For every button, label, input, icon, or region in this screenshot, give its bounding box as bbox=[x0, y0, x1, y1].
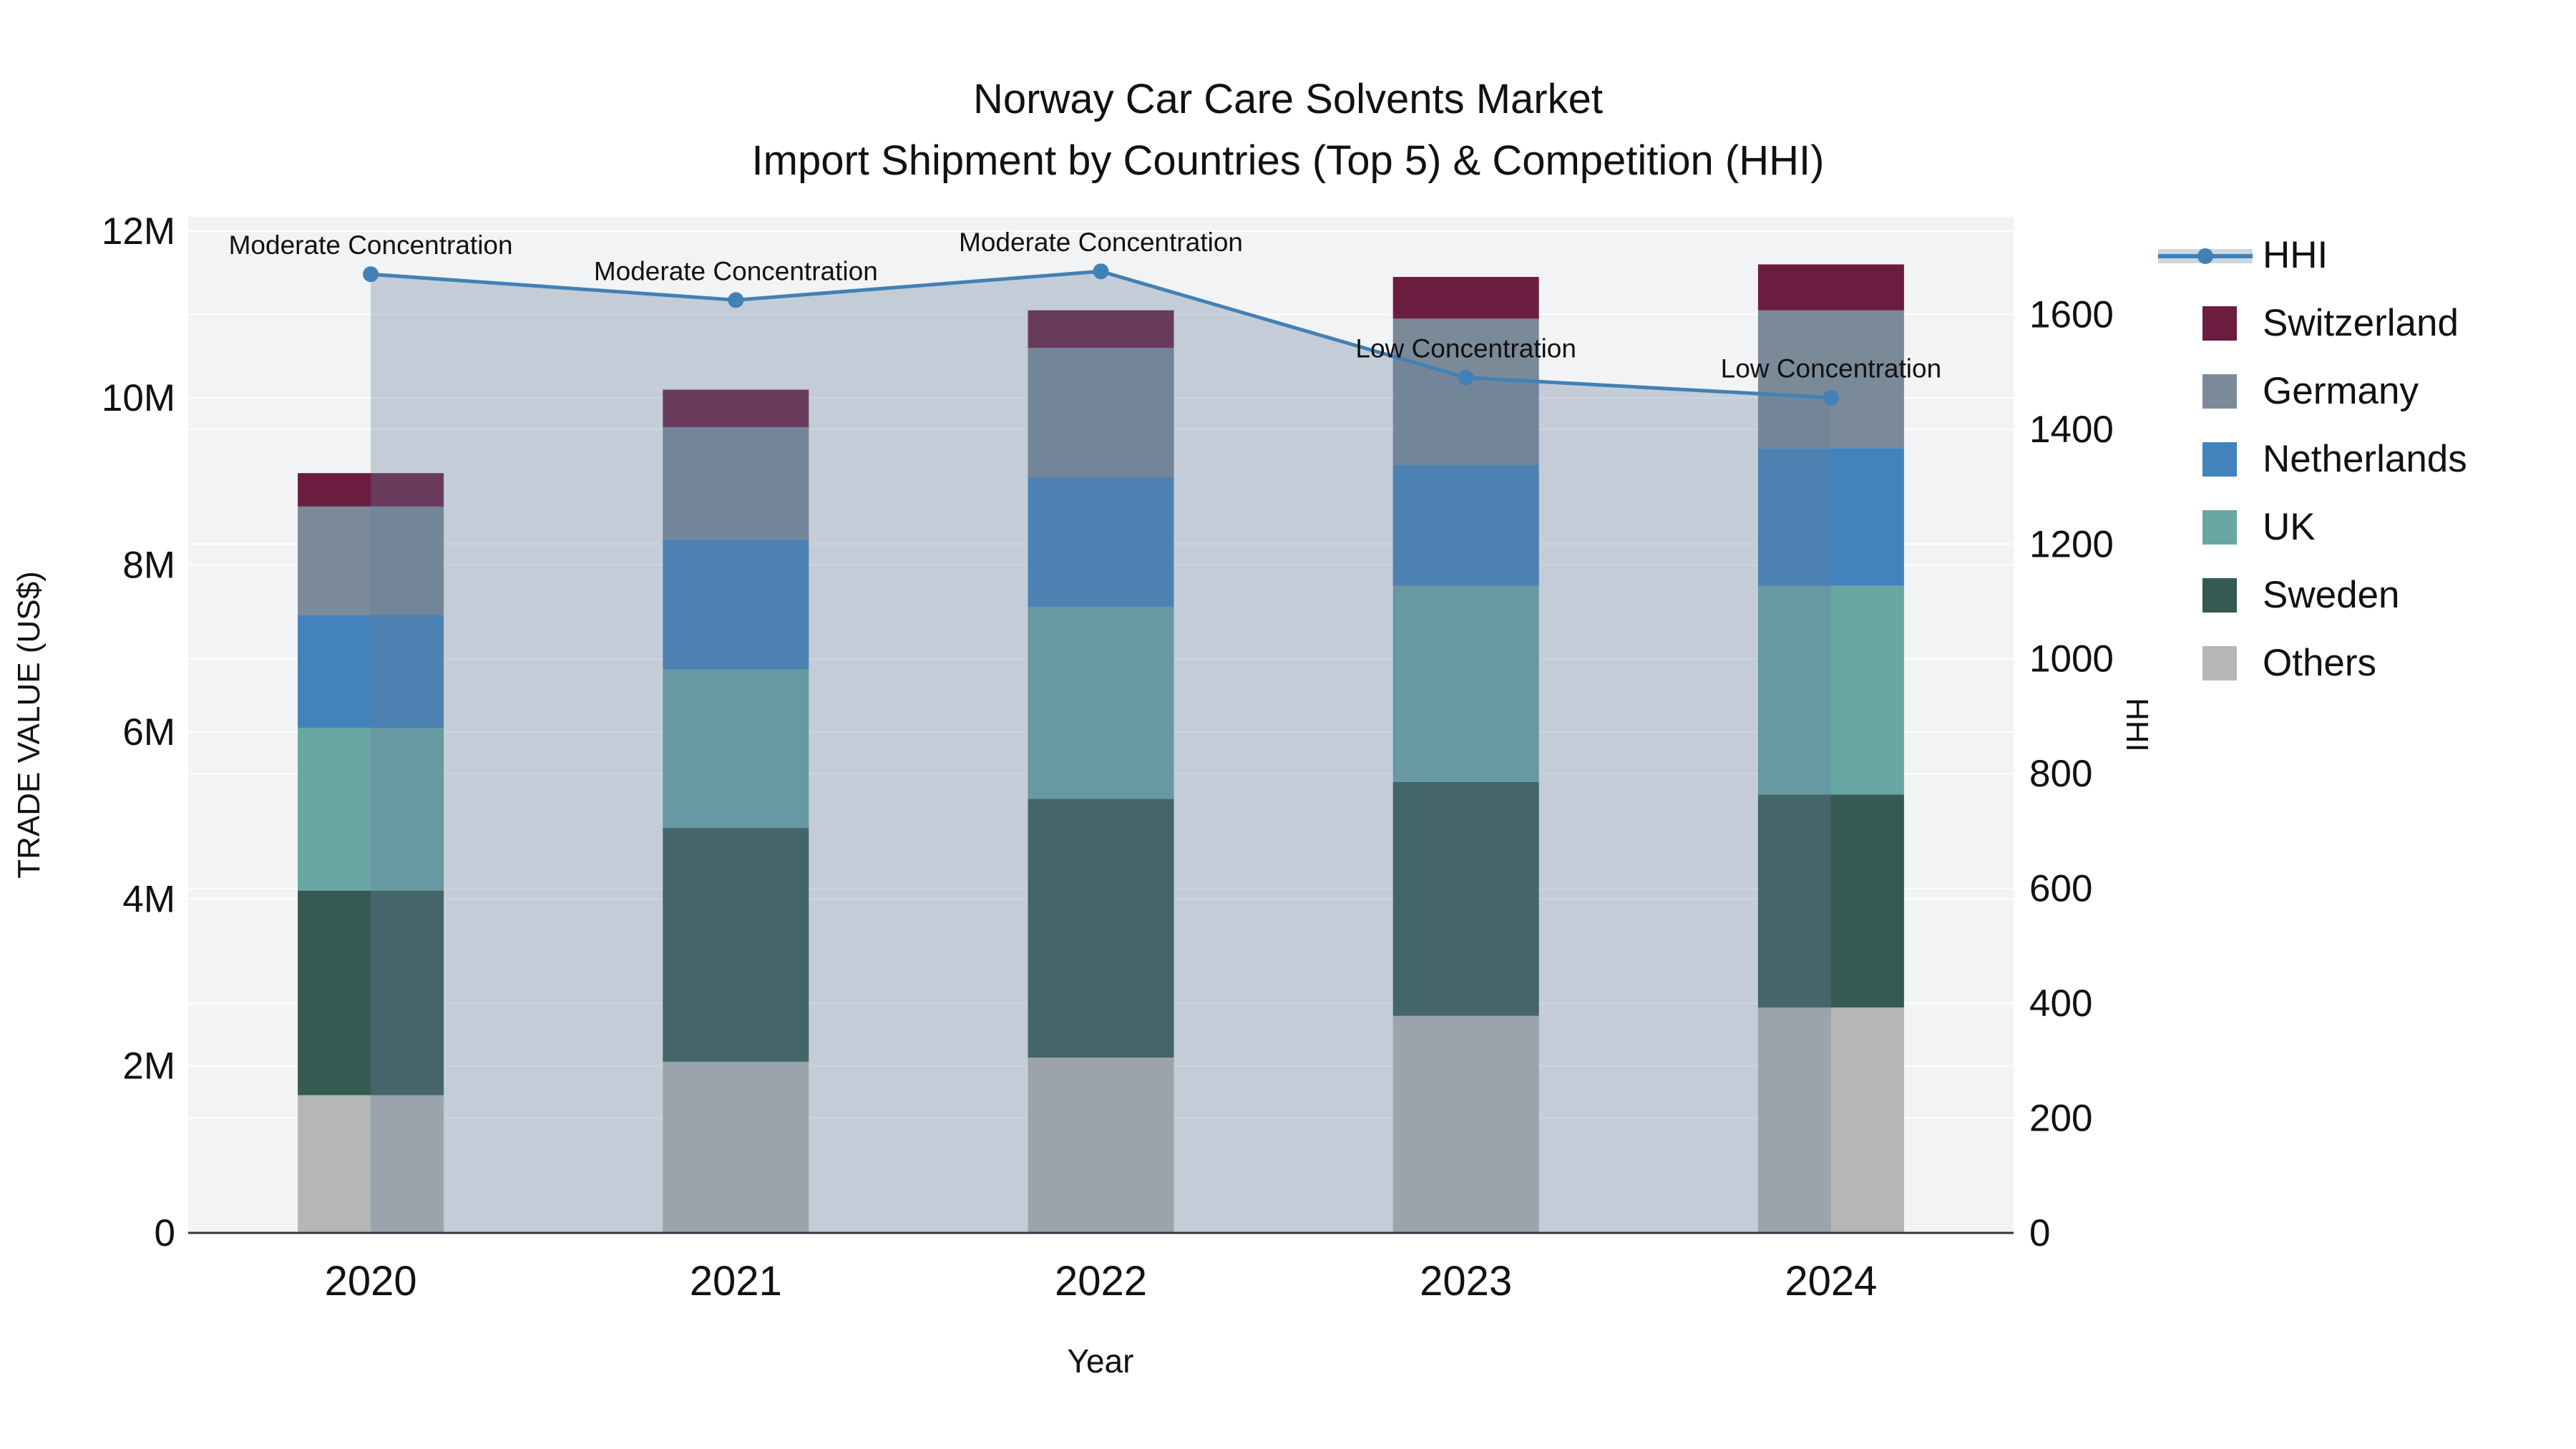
bar-segment-2024-sweden[interactable] bbox=[1757, 794, 1904, 1008]
bar-segment-2021-netherlands[interactable] bbox=[663, 540, 809, 670]
bar-segment-2022-uk[interactable] bbox=[1028, 606, 1174, 799]
bar-segment-2020-germany[interactable] bbox=[298, 506, 444, 615]
right-axis-tick: 1400 bbox=[2029, 409, 2114, 451]
left-axis-tick: 2M bbox=[122, 1045, 175, 1088]
x-axis-tick-2024: 2024 bbox=[1785, 1258, 1877, 1304]
bar-segment-2022-netherlands[interactable] bbox=[1028, 477, 1174, 607]
legend-item-sweden[interactable]: Sweden bbox=[2202, 574, 2467, 616]
bar-segment-2021-sweden[interactable] bbox=[663, 828, 809, 1062]
chart-title: Norway Car Care Solvents Market Import S… bbox=[0, 69, 2576, 192]
annotation-2020: Moderate Concentration bbox=[229, 230, 513, 260]
legend-swatch-switzerland bbox=[2202, 306, 2237, 341]
annotation-2021: Moderate Concentration bbox=[594, 256, 878, 286]
legend-label: Germany bbox=[2263, 370, 2419, 412]
legend: HHI Switzerland Germany Netherlands UK Sweden… bbox=[2158, 234, 2467, 712]
bar-segment-2023-others[interactable] bbox=[1392, 1015, 1539, 1233]
legend-label: UK bbox=[2263, 506, 2316, 548]
bar-segment-2020-uk[interactable] bbox=[298, 728, 444, 891]
left-axis-tick: 10M bbox=[102, 377, 175, 419]
right-axis-tick: 1000 bbox=[2029, 638, 2114, 680]
bar-segment-2020-switzerland[interactable] bbox=[298, 473, 444, 507]
bar-segment-2021-germany[interactable] bbox=[663, 427, 809, 540]
bar-segment-2023-switzerland[interactable] bbox=[1392, 277, 1539, 319]
bar-segment-2021-others[interactable] bbox=[663, 1061, 809, 1233]
x-axis-title: Year bbox=[1068, 1342, 1134, 1380]
bar-segment-2023-uk[interactable] bbox=[1392, 585, 1539, 782]
left-axis-title: TRADE VALUE (US$) bbox=[11, 571, 47, 879]
legend-item-others[interactable]: Others bbox=[2202, 642, 2467, 684]
left-axis-tick: 12M bbox=[102, 210, 175, 253]
legend-swatch-sweden bbox=[2202, 577, 2237, 613]
legend-swatch-netherlands bbox=[2202, 441, 2237, 477]
bar-segment-2024-others[interactable] bbox=[1757, 1007, 1904, 1233]
bar-segment-2022-germany[interactable] bbox=[1028, 348, 1174, 478]
x-axis-tick-2023: 2023 bbox=[1420, 1258, 1512, 1304]
right-axis-tick: 400 bbox=[2029, 982, 2092, 1025]
legend-swatch-uk bbox=[2202, 509, 2237, 545]
legend-label: HHI bbox=[2263, 234, 2328, 276]
bar-segment-2020-sweden[interactable] bbox=[298, 890, 444, 1096]
legend-label: Switzerland bbox=[2263, 302, 2459, 344]
bar-segment-2024-germany[interactable] bbox=[1757, 310, 1904, 449]
x-axis-tick-2022: 2022 bbox=[1055, 1258, 1147, 1304]
legend-item-uk[interactable]: UK bbox=[2202, 506, 2467, 548]
bar-segment-2020-netherlands[interactable] bbox=[298, 615, 444, 728]
legend-label: Others bbox=[2263, 642, 2377, 684]
bar-segment-2020-others[interactable] bbox=[298, 1095, 444, 1233]
hhi-area-fill bbox=[371, 271, 1831, 1233]
right-axis-tick: 800 bbox=[2029, 753, 2092, 795]
left-axis-tick: 8M bbox=[122, 545, 175, 587]
annotation-2024: Low Concentration bbox=[1721, 354, 1942, 384]
bar-segment-2023-sweden[interactable] bbox=[1392, 781, 1539, 1016]
left-axis-tick: 4M bbox=[122, 878, 175, 920]
legend-item-netherlands[interactable]: Netherlands bbox=[2202, 438, 2467, 480]
bar-segment-2021-switzerland[interactable] bbox=[663, 389, 809, 428]
hhi-marker-2021[interactable] bbox=[728, 292, 744, 308]
bar-segment-2024-switzerland[interactable] bbox=[1757, 264, 1904, 311]
bar-segment-2021-uk[interactable] bbox=[663, 669, 809, 829]
hhi-legend-sample bbox=[2158, 248, 2253, 264]
legend-swatch-germany bbox=[2202, 374, 2237, 409]
right-axis-title: HHI bbox=[2119, 698, 2155, 752]
legend-item-germany[interactable]: Germany bbox=[2202, 370, 2467, 412]
hhi-marker-2023[interactable] bbox=[1458, 369, 1474, 386]
chart-title-line2: Import Shipment by Countries (Top 5) & C… bbox=[751, 137, 1825, 184]
legend-item-hhi[interactable]: HHI bbox=[2158, 234, 2467, 276]
right-axis-tick: 200 bbox=[2029, 1098, 2092, 1140]
annotation-2023: Low Concentration bbox=[1355, 334, 1576, 364]
left-axis-tick: 0 bbox=[155, 1212, 175, 1254]
bar-segment-2024-netherlands[interactable] bbox=[1757, 448, 1904, 586]
legend-label: Netherlands bbox=[2263, 438, 2467, 480]
x-axis-tick-2021: 2021 bbox=[690, 1258, 782, 1304]
hhi-marker-2020[interactable] bbox=[363, 266, 379, 283]
x-axis-tick-2020: 2020 bbox=[325, 1258, 417, 1304]
annotation-2022: Moderate Concentration bbox=[959, 228, 1243, 257]
chart-title-line1: Norway Car Care Solvents Market bbox=[973, 76, 1603, 122]
legend-swatch-others bbox=[2202, 645, 2237, 680]
hhi-marker-2024[interactable] bbox=[1823, 389, 1839, 406]
bar-segment-2022-sweden[interactable] bbox=[1028, 799, 1174, 1058]
bar-segment-2024-uk[interactable] bbox=[1757, 585, 1904, 795]
bar-segment-2022-switzerland[interactable] bbox=[1028, 310, 1174, 348]
right-axis-tick: 600 bbox=[2029, 868, 2092, 910]
bar-segment-2022-others[interactable] bbox=[1028, 1057, 1174, 1233]
bar-segment-2023-germany[interactable] bbox=[1392, 318, 1539, 465]
legend-item-switzerland[interactable]: Switzerland bbox=[2202, 302, 2467, 344]
right-axis-tick: 0 bbox=[2029, 1212, 2050, 1254]
left-axis-tick: 6M bbox=[122, 711, 175, 753]
bar-segment-2023-netherlands[interactable] bbox=[1392, 464, 1539, 586]
right-axis-tick: 1600 bbox=[2029, 293, 2114, 336]
legend-label: Sweden bbox=[2263, 574, 2400, 616]
right-axis-tick: 1200 bbox=[2029, 523, 2114, 565]
hhi-marker-2022[interactable] bbox=[1093, 263, 1109, 280]
